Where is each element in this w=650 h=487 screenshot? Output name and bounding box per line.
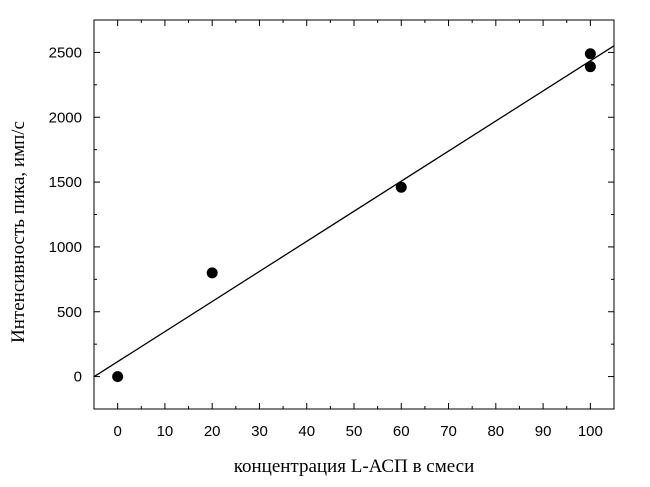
y-tick-label: 2000 — [49, 109, 82, 126]
y-axis-label: Интенсивность пика, имп/с — [8, 121, 29, 343]
x-tick-label: 30 — [251, 423, 268, 440]
x-tick-label: 60 — [393, 423, 410, 440]
x-ticks: 0 10 20 30 40 50 60 70 80 90 100 — [93, 20, 615, 440]
data-point — [584, 48, 596, 60]
plot-frame — [93, 19, 615, 410]
x-tick-label: 90 — [535, 423, 552, 440]
y-tick-label: 2500 — [49, 44, 82, 61]
data-points — [112, 48, 596, 383]
x-tick-label: 100 — [578, 423, 603, 440]
x-tick-label: 40 — [298, 423, 315, 440]
y-tick-label: 500 — [57, 304, 82, 321]
x-tick-label: 70 — [440, 423, 457, 440]
x-tick-label: 80 — [487, 423, 504, 440]
axes — [93, 19, 615, 410]
x-tick-label: 0 — [113, 423, 121, 440]
x-tick-label: 50 — [346, 423, 363, 440]
x-axis-label: концентрация L-АСП в смеси — [234, 456, 475, 477]
data-point — [395, 181, 407, 193]
y-tick-label: 1000 — [49, 239, 82, 256]
x-tick-label: 10 — [157, 423, 174, 440]
y-ticks: 0 500 1000 1500 2000 2500 — [49, 19, 614, 410]
data-point — [206, 267, 218, 279]
fit-line-group — [93, 45, 615, 378]
fit-line — [93, 45, 615, 378]
data-point — [112, 371, 124, 383]
y-tick-label: 1500 — [49, 174, 82, 191]
data-point — [584, 61, 596, 73]
y-tick-label: 0 — [74, 369, 82, 386]
x-tick-label: 20 — [204, 423, 221, 440]
